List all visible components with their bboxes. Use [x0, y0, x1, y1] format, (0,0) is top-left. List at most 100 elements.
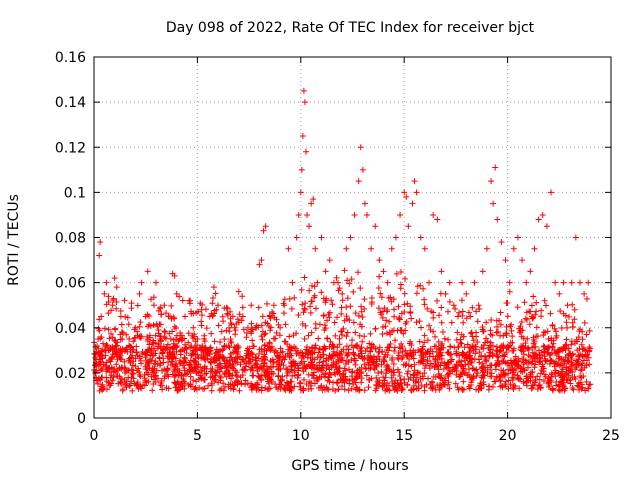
data-point [405, 223, 412, 230]
data-point [408, 315, 415, 322]
data-point [445, 336, 452, 343]
data-point [339, 371, 346, 378]
data-point [136, 371, 143, 378]
data-point [106, 335, 113, 342]
data-point [225, 370, 232, 377]
data-point [459, 349, 466, 356]
data-point [312, 345, 319, 352]
data-point [186, 300, 193, 307]
data-point [387, 341, 394, 348]
data-point [245, 352, 252, 359]
data-point [517, 368, 524, 375]
data-point [242, 381, 249, 388]
data-point [206, 313, 213, 320]
data-point [99, 366, 106, 373]
data-point [299, 320, 306, 327]
data-point [388, 245, 395, 252]
data-point [430, 373, 437, 380]
data-point [388, 298, 395, 305]
data-point [404, 370, 411, 377]
data-point [405, 368, 412, 375]
data-point [226, 354, 233, 361]
data-point [149, 352, 156, 359]
data-point [576, 386, 583, 393]
data-point [223, 343, 230, 350]
data-point [354, 367, 361, 374]
data-point [215, 348, 222, 355]
data-point [228, 339, 235, 346]
data-point [476, 359, 483, 366]
data-point [577, 379, 584, 386]
data-point [137, 373, 144, 380]
data-point [336, 341, 343, 348]
data-point [460, 333, 467, 340]
data-point [470, 347, 477, 354]
data-point [138, 279, 145, 286]
data-point [505, 385, 512, 392]
data-point [373, 358, 380, 365]
data-point [294, 347, 301, 354]
data-point [207, 359, 214, 366]
data-point [173, 344, 180, 351]
data-point [327, 338, 334, 345]
data-point [276, 332, 283, 339]
data-point [401, 379, 408, 386]
data-point [201, 332, 208, 339]
data-point [474, 370, 481, 377]
data-point [339, 290, 346, 297]
data-point [253, 361, 260, 368]
data-point [480, 342, 487, 349]
data-point [229, 372, 236, 379]
data-point [260, 227, 267, 234]
data-point [236, 387, 243, 394]
x-tick-label: 5 [193, 428, 202, 444]
data-point [192, 351, 199, 358]
data-point [506, 288, 513, 295]
data-point [446, 385, 453, 392]
data-point [324, 317, 331, 324]
data-point [342, 361, 349, 368]
data-point [117, 375, 124, 382]
data-point [214, 362, 221, 369]
data-point [464, 341, 471, 348]
data-point [198, 368, 205, 375]
y-tick-label: 0.16 [55, 50, 86, 66]
data-point [124, 314, 131, 321]
data-point [165, 373, 172, 380]
data-point [343, 304, 350, 311]
data-point [355, 312, 362, 319]
data-point [532, 343, 539, 350]
data-point [343, 245, 350, 252]
data-point [311, 364, 318, 371]
data-point [215, 302, 222, 309]
data-point [389, 327, 396, 334]
data-point [267, 364, 274, 371]
data-point [166, 344, 173, 351]
data-point [252, 354, 259, 361]
data-point [239, 304, 246, 311]
data-point [400, 330, 407, 337]
data-point [193, 370, 200, 377]
data-point [504, 313, 511, 320]
data-point [534, 354, 541, 361]
data-point [510, 382, 517, 389]
data-point [556, 290, 563, 297]
data-point [460, 319, 467, 326]
data-point [258, 333, 265, 340]
data-point [522, 315, 529, 322]
data-point [494, 360, 501, 367]
data-point [107, 382, 114, 389]
data-point [454, 313, 461, 320]
data-point [361, 305, 368, 312]
data-point [234, 355, 241, 362]
data-point [259, 313, 266, 320]
data-point [173, 332, 180, 339]
data-point [329, 301, 336, 308]
data-point [421, 365, 428, 372]
data-point [258, 322, 265, 329]
data-point [334, 344, 341, 351]
data-point [109, 302, 116, 309]
data-point [388, 368, 395, 375]
data-point [558, 356, 565, 363]
data-point [383, 370, 390, 377]
